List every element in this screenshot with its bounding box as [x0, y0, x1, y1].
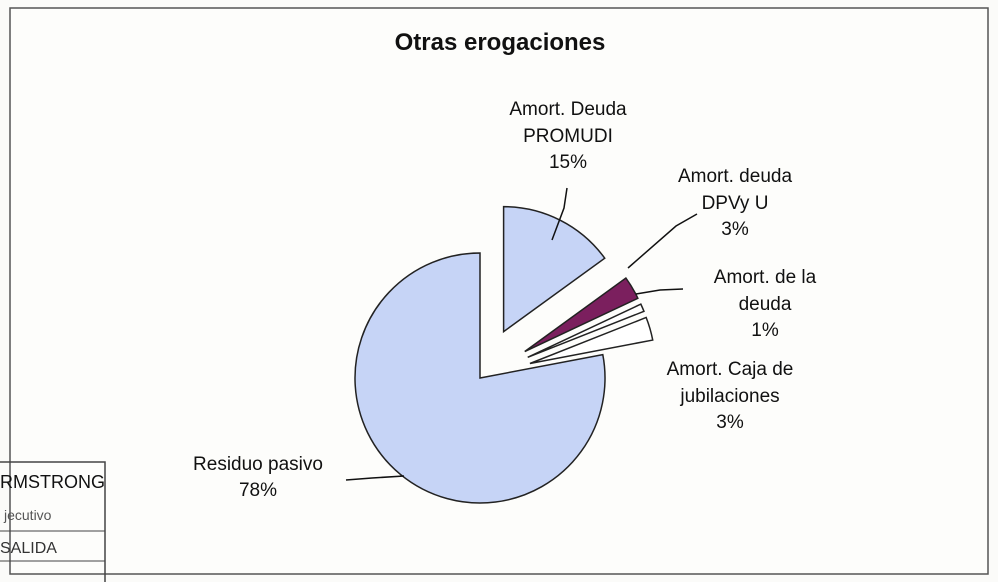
leader-line — [345, 475, 405, 481]
pie-slice — [524, 277, 639, 353]
stamp: RMSTRONG jecutivo SALIDA — [0, 461, 106, 582]
slice-value-label: 3% — [716, 412, 744, 433]
pie-slice — [527, 303, 645, 359]
slice-label: Amort. deuda DPVy U — [678, 166, 792, 214]
pie-slice — [529, 316, 654, 365]
slice-label: Amort. Caja de jubilaciones — [667, 359, 794, 407]
leader-line — [635, 288, 684, 295]
slice-label: Amort. de la deuda — [714, 267, 817, 315]
slice-value-label: 1% — [751, 320, 779, 341]
slice-value-label: 78% — [239, 480, 277, 501]
leader-line — [551, 187, 568, 241]
pie-slice — [502, 205, 606, 334]
slice-label: Amort. Deuda PROMUDI — [509, 99, 627, 147]
stamp-text: jecutivo — [3, 507, 52, 523]
slice-value-label: 15% — [549, 152, 587, 173]
leader-line — [627, 213, 698, 269]
slice-label: Residuo pasivo — [193, 454, 323, 475]
stamp-box — [0, 461, 106, 582]
stamp-text: RMSTRONG — [0, 472, 105, 492]
chart-title: Otras erogaciones — [395, 29, 606, 56]
slice-value-label: 3% — [721, 219, 749, 240]
stamp-text: SALIDA — [0, 540, 57, 557]
pie-slice — [354, 252, 606, 504]
